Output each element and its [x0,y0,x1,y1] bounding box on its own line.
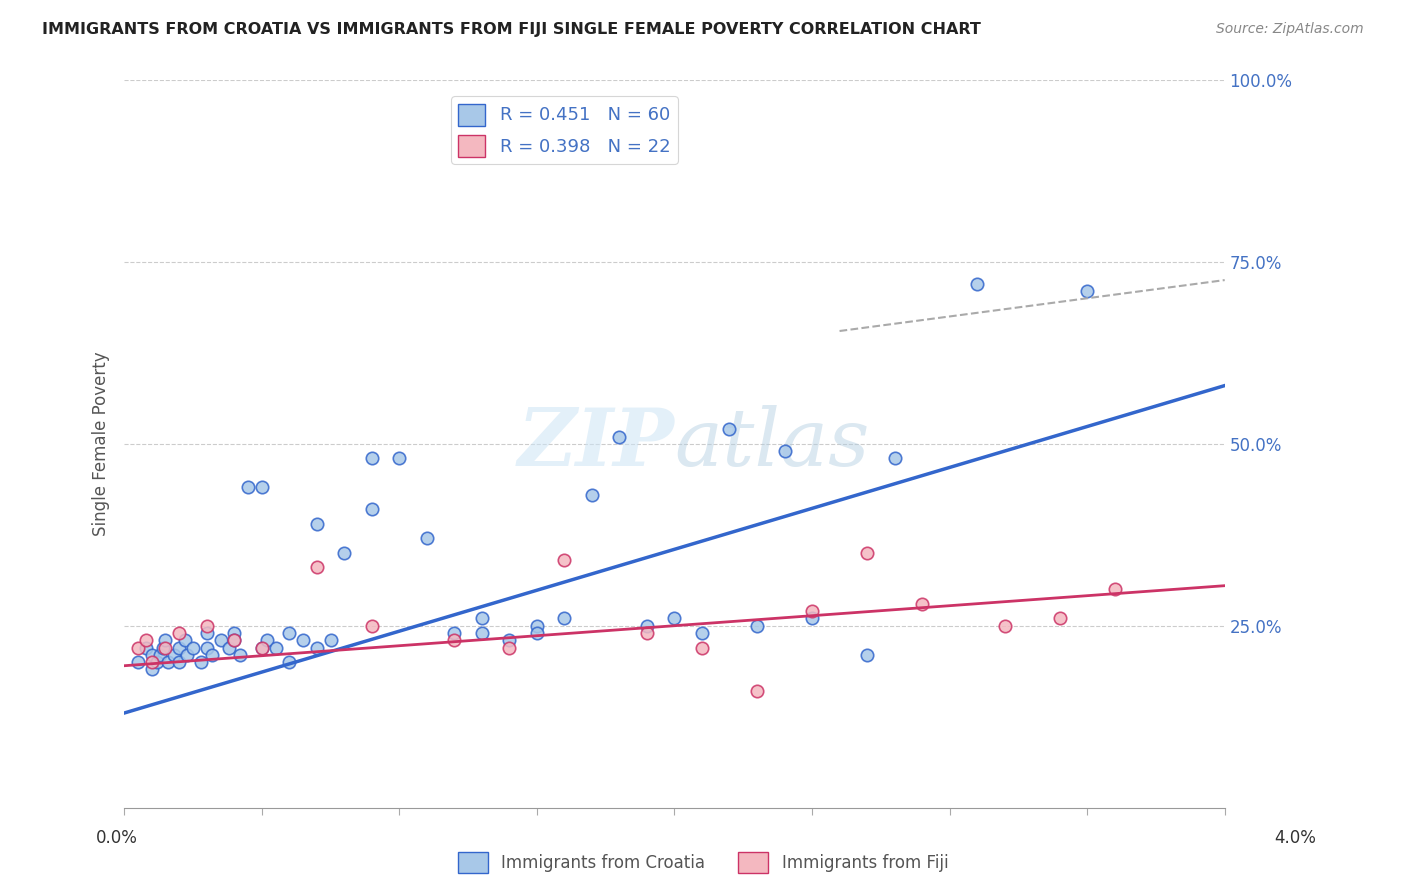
Point [155,633,177,648]
Point [636,626,658,640]
Point [141,662,163,676]
Legend: R = 0.451   N = 60, R = 0.398   N = 22: R = 0.451 N = 60, R = 0.398 N = 22 [451,96,678,164]
Point [167,640,190,655]
Point [911,597,934,611]
Point [883,451,905,466]
Point [498,640,520,655]
Point [360,618,382,632]
Point [181,640,204,655]
Point [163,648,186,662]
Point [416,532,439,546]
Point [994,618,1017,632]
Point [856,546,879,560]
Point [250,640,273,655]
Point [224,626,246,640]
Point [250,640,273,655]
Y-axis label: Single Female Poverty: Single Female Poverty [93,351,110,536]
Point [157,655,180,669]
Point [141,655,163,669]
Point [173,633,195,648]
Point [526,618,548,632]
Point [636,618,658,632]
Text: atlas: atlas [675,405,870,483]
Point [264,640,287,655]
Point [176,648,198,662]
Point [471,626,494,640]
Point [801,611,824,625]
Text: 4.0%: 4.0% [1274,829,1316,847]
Point [127,655,149,669]
Point [745,618,768,632]
Point [152,640,174,655]
Point [305,560,328,574]
Point [195,626,218,640]
Point [127,640,149,655]
Point [195,618,218,632]
Point [360,502,382,516]
Point [526,626,548,640]
Point [149,648,172,662]
Point [201,648,224,662]
Point [471,611,494,625]
Point [236,480,259,494]
Point [690,626,713,640]
Point [135,633,157,648]
Point [278,626,301,640]
Point [718,422,741,436]
Point [443,633,465,648]
Point [256,633,278,648]
Point [333,546,356,560]
Legend: Immigrants from Croatia, Immigrants from Fiji: Immigrants from Croatia, Immigrants from… [451,846,955,880]
Point [292,633,315,648]
Text: ZIP: ZIP [517,405,675,483]
Point [195,640,218,655]
Text: Source: ZipAtlas.com: Source: ZipAtlas.com [1216,22,1364,37]
Point [856,648,879,662]
Point [146,655,169,669]
Point [167,626,190,640]
Point [155,640,177,655]
Point [553,553,575,567]
Point [167,655,190,669]
Point [1076,284,1098,298]
Point [360,451,382,466]
Point [498,633,520,648]
Point [278,655,301,669]
Point [553,611,575,625]
Point [664,611,686,625]
Point [190,655,212,669]
Point [443,626,465,640]
Point [135,640,157,655]
Point [224,633,246,648]
Point [319,633,342,648]
Point [773,444,796,458]
Point [218,640,240,655]
Point [581,488,603,502]
Point [305,640,328,655]
Point [609,429,631,443]
Point [1104,582,1126,597]
Point [305,516,328,531]
Point [388,451,411,466]
Point [209,633,232,648]
Point [801,604,824,618]
Point [1049,611,1071,625]
Point [690,640,713,655]
Point [141,648,163,662]
Text: 0.0%: 0.0% [96,829,138,847]
Point [224,633,246,648]
Point [966,277,988,291]
Text: IMMIGRANTS FROM CROATIA VS IMMIGRANTS FROM FIJI SINGLE FEMALE POVERTY CORRELATIO: IMMIGRANTS FROM CROATIA VS IMMIGRANTS FR… [42,22,981,37]
Point [745,684,768,698]
Point [250,480,273,494]
Point [229,648,252,662]
